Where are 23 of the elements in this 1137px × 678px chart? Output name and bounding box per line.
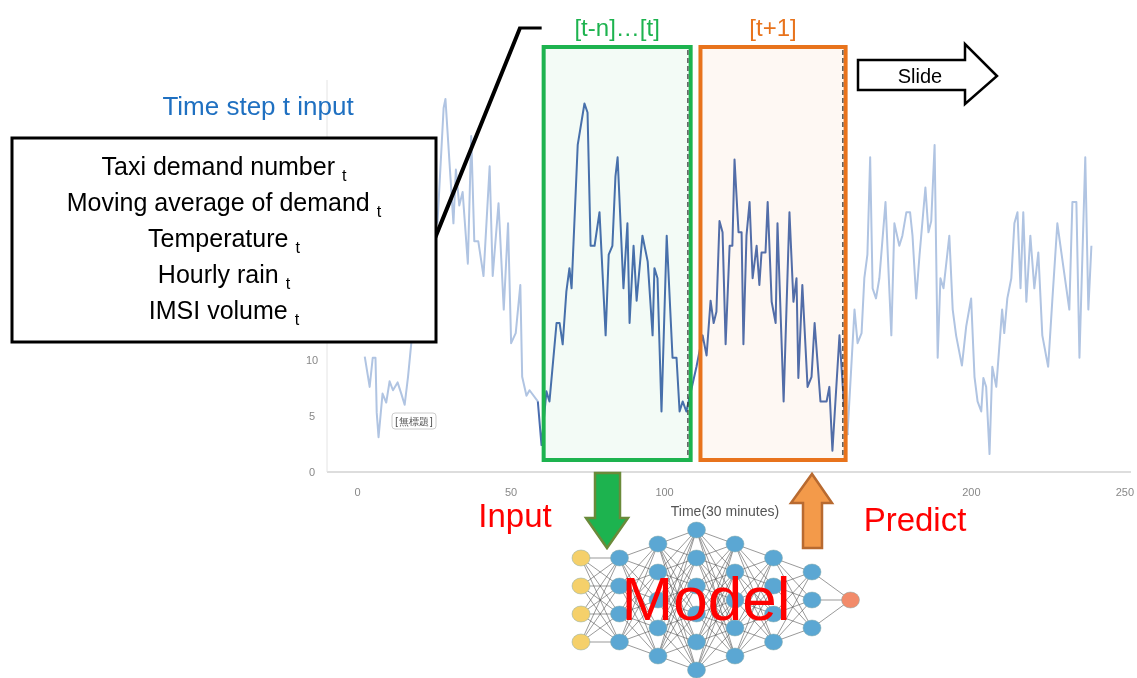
text: IMSI volume $_{t}$ (148, 296, 300, 329)
line-series (536, 102, 849, 452)
x-tick-label: 100 (655, 486, 674, 498)
x-tick-label: 50 (505, 486, 518, 498)
text: Input (478, 497, 552, 534)
annotation: [無標題] (395, 416, 433, 427)
y-tick-label: 0 (308, 466, 316, 478)
annotation: Taxi demand number $_{t}$ (101, 152, 347, 185)
x-tick-label: 0 (354, 486, 361, 498)
y-tick-label: 5 (308, 410, 316, 422)
x-tick-label: 250 (1115, 486, 1135, 498)
text: Temperature $_{t}$ (148, 224, 301, 257)
x-axis-title: Time(30 minutes) (670, 503, 780, 519)
band-label: [t-n]…[t] (574, 14, 660, 41)
line-series (846, 143, 1093, 456)
annotation: Time step t input (162, 91, 355, 121)
text: Predict (863, 501, 967, 538)
annotation: Moving average of demand $_{t}$ (66, 188, 382, 221)
annotation: Slide (897, 65, 943, 87)
text: Hourly rain $_{t}$ (157, 260, 291, 293)
band-label: [t+1] (749, 14, 797, 41)
x-tick-label: 200 (962, 486, 981, 498)
y-tick-label: 10 (305, 354, 319, 366)
